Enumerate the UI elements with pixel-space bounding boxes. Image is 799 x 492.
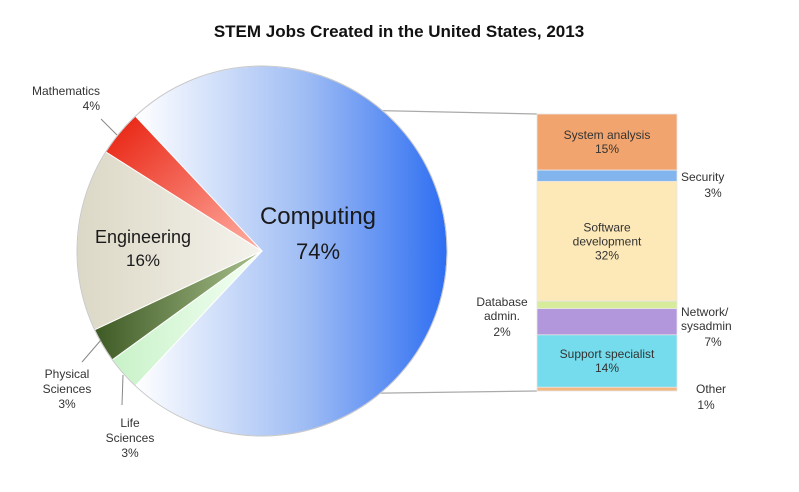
bar-segment-other-value: 1% — [697, 398, 715, 412]
pie-label-mathematics: Mathematics — [32, 84, 100, 98]
bar-segment-network-sysadmin — [536, 308, 678, 336]
bar-segment-security-label: Security — [681, 170, 724, 184]
bar-segment-other — [536, 386, 678, 392]
pie-label-computing-value: 74% — [296, 239, 340, 264]
bar-segment-security-value: 3% — [704, 186, 722, 200]
bar-segment-system-analysis-label: System analysis — [564, 128, 651, 142]
bar-segment-software-development-label: Software development — [573, 220, 642, 248]
bar-segment-system-analysis — [536, 113, 678, 171]
pie — [76, 65, 448, 437]
bar-segment-network-sysadmin-value: 7% — [704, 335, 722, 349]
pie-label-physical-sciences-leader — [81, 339, 102, 363]
pie-label-mathematics-value: 4% — [83, 99, 101, 113]
bar-segment-database-admin — [536, 300, 678, 310]
pie-label-computing: Computing — [260, 203, 376, 230]
bar-segment-database-admin-label: Database admin. — [476, 295, 528, 323]
bar-segment-support-specialist-value: 14% — [595, 361, 619, 375]
bar-segment-other-label: Other — [696, 382, 726, 396]
bar-segment-security — [536, 169, 678, 182]
pie-label-physical-sciences-value: 3% — [58, 397, 76, 411]
pie-label-engineering-value: 16% — [126, 251, 160, 270]
pie-label-life-sciences-leader — [121, 374, 124, 406]
pie-label-life-sciences-value: 3% — [121, 446, 139, 460]
bar-segment-software-development — [536, 180, 678, 302]
bar-segment-network-sysadmin-label: Network/sysadmin — [681, 305, 732, 333]
bar-segment-database-admin-value: 2% — [493, 325, 511, 339]
pie-label-life-sciences: Life Sciences — [106, 416, 155, 445]
pie-label-engineering: Engineering — [95, 227, 191, 247]
bar-segment-support-specialist-label: Support specialist — [560, 347, 655, 361]
chart-title: STEM Jobs Created in the United States, … — [214, 22, 584, 41]
bar-segment-system-analysis-value: 15% — [595, 142, 619, 156]
breakdown-bar — [536, 113, 678, 392]
bar-segment-software-development-value: 32% — [595, 248, 619, 262]
pie-label-mathematics-leader — [100, 118, 118, 136]
pie-label-physical-sciences: Physical Sciences — [43, 367, 92, 396]
pie-outline — [76, 65, 448, 437]
